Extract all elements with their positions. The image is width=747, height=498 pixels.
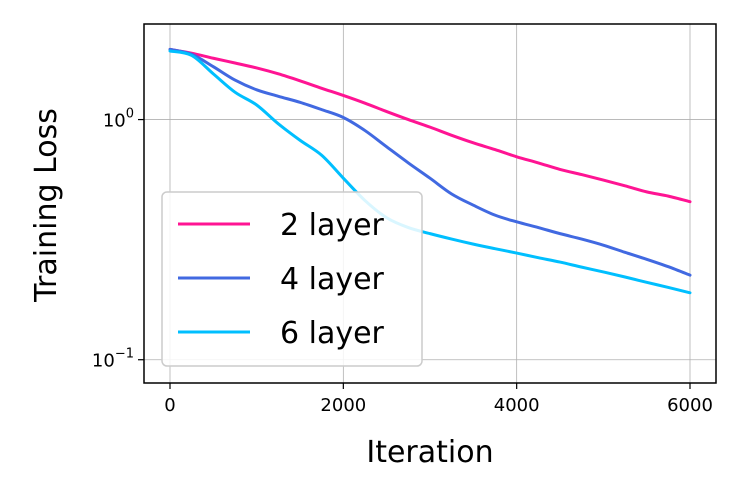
y-axis-label: Training Loss <box>29 108 64 303</box>
y-tick-label: 100 <box>103 107 134 132</box>
series-line-4-layer <box>168 47 692 277</box>
series-line-6-layer <box>168 49 692 295</box>
plot-lines <box>168 47 692 295</box>
x-axis-ticks: 0 2000 4000 6000 <box>164 383 713 416</box>
legend-box <box>161 191 423 367</box>
plot-frame <box>143 23 717 384</box>
x-tick-label: 0 <box>164 395 175 416</box>
x-axis-label: Iteration <box>366 435 493 470</box>
y-tick-label: 10−1 <box>92 347 134 372</box>
legend-label: 6 layer <box>280 316 385 351</box>
x-tick-label: 6000 <box>667 395 713 416</box>
legend: 2 layer 4 layer 6 layer <box>161 191 423 367</box>
x-tick-label: 2000 <box>320 395 366 416</box>
legend-label: 4 layer <box>280 262 385 297</box>
y-axis-ticks: 100 10−1 <box>92 107 144 372</box>
legend-label: 2 layer <box>280 208 385 243</box>
series-line-2-layer <box>168 47 692 204</box>
x-tick-label: 4000 <box>494 395 540 416</box>
